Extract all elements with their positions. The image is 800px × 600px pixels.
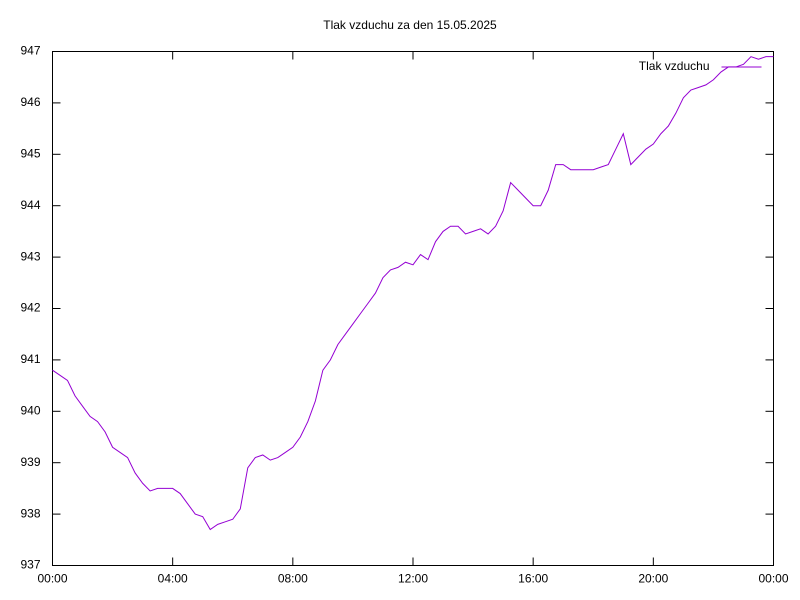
y-tick-label: 937	[20, 558, 40, 572]
x-tick-label: 16:00	[518, 572, 548, 586]
legend-label: Tlak vzduchu	[639, 59, 710, 73]
y-tick-label: 941	[20, 352, 40, 366]
x-tick-label: 00:00	[37, 572, 67, 586]
x-tick-label: 04:00	[158, 572, 188, 586]
x-tick-label: 20:00	[638, 572, 668, 586]
y-tick-label: 940	[20, 403, 40, 417]
x-tick-label: 00:00	[758, 572, 788, 586]
y-tick-label: 946	[20, 95, 40, 109]
y-tick-label: 938	[20, 506, 40, 520]
y-tick-label: 944	[20, 198, 40, 212]
y-tick-label: 942	[20, 301, 40, 315]
x-tick-label: 12:00	[398, 572, 428, 586]
y-tick-label: 945	[20, 146, 40, 160]
data-line	[52, 56, 774, 531]
y-tick-label: 939	[20, 455, 40, 469]
y-tick-label: 943	[20, 249, 40, 263]
y-tick-label: 947	[20, 44, 40, 58]
x-tick-label: 08:00	[278, 572, 308, 586]
chart-title: Tlak vzduchu za den 15.05.2025	[323, 18, 497, 32]
